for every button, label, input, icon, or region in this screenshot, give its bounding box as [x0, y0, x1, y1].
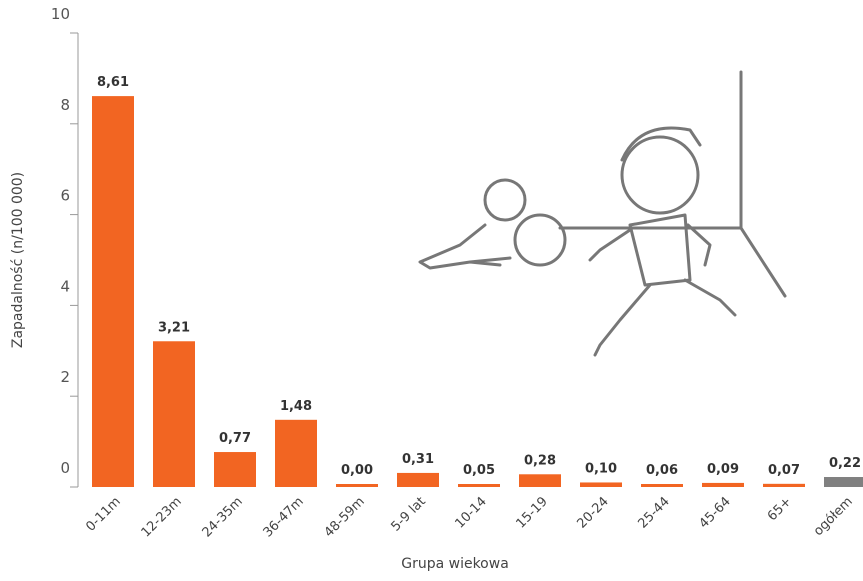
- y-tick-label: 2: [60, 368, 70, 386]
- illustration: [420, 72, 785, 355]
- bar: [153, 341, 195, 487]
- bar: [214, 452, 256, 487]
- y-axis-label: Zapadalność (n/100 000): [10, 172, 26, 348]
- x-tick-label: 12-23m: [139, 494, 185, 540]
- bar: [702, 483, 744, 487]
- value-label: 0,05: [463, 463, 495, 478]
- bar: [763, 484, 805, 487]
- value-label: 0,06: [646, 463, 678, 478]
- bar: [275, 420, 317, 487]
- x-tick-label: 65+: [765, 494, 795, 524]
- x-tick-label: 15-19: [514, 494, 551, 531]
- value-label: 8,61: [97, 75, 129, 90]
- x-tick-label: 25-44: [636, 494, 673, 531]
- value-label: 0,10: [585, 461, 617, 476]
- x-tick-label: 5-9 lat: [388, 494, 428, 534]
- value-label: 0,22: [829, 456, 861, 471]
- value-label: 0,09: [707, 462, 739, 477]
- bar: [580, 482, 622, 487]
- bar: [519, 474, 561, 487]
- x-axis-label: Grupa wiekowa: [401, 556, 509, 572]
- x-tick-label: 45-64: [697, 494, 734, 531]
- y-tick-label: 0: [60, 459, 70, 477]
- y-tick-label: 10: [51, 5, 70, 23]
- x-tick-label: 24-35m: [200, 494, 246, 540]
- bar: [458, 484, 500, 487]
- x-tick-label: 48-59m: [322, 494, 368, 540]
- bar: [641, 484, 683, 487]
- value-label: 3,21: [158, 320, 190, 335]
- value-label: 0,07: [768, 463, 800, 478]
- y-tick-label: 4: [60, 277, 70, 295]
- chart: Zapadalność (n/100 000) Grupa wiekowa 0 2…: [0, 0, 863, 577]
- value-label: 0,00: [341, 463, 373, 478]
- x-tick-label: 0-11m: [83, 494, 123, 534]
- y-tick-label: 8: [60, 96, 70, 114]
- value-label: 0,31: [402, 452, 434, 467]
- x-tick-label: 36-47m: [261, 494, 307, 540]
- bar: [336, 484, 378, 487]
- x-tick-label: 20-24: [575, 494, 612, 531]
- bar: [92, 96, 134, 487]
- y-tick-label: 6: [60, 187, 70, 205]
- value-label: 0,77: [219, 431, 251, 446]
- bar: [397, 473, 439, 487]
- bar: [824, 477, 863, 487]
- x-tick-label: 10-14: [453, 494, 490, 531]
- x-tick-label: ogółem: [811, 494, 856, 539]
- value-label: 1,48: [280, 399, 312, 414]
- value-label: 0,28: [524, 453, 556, 468]
